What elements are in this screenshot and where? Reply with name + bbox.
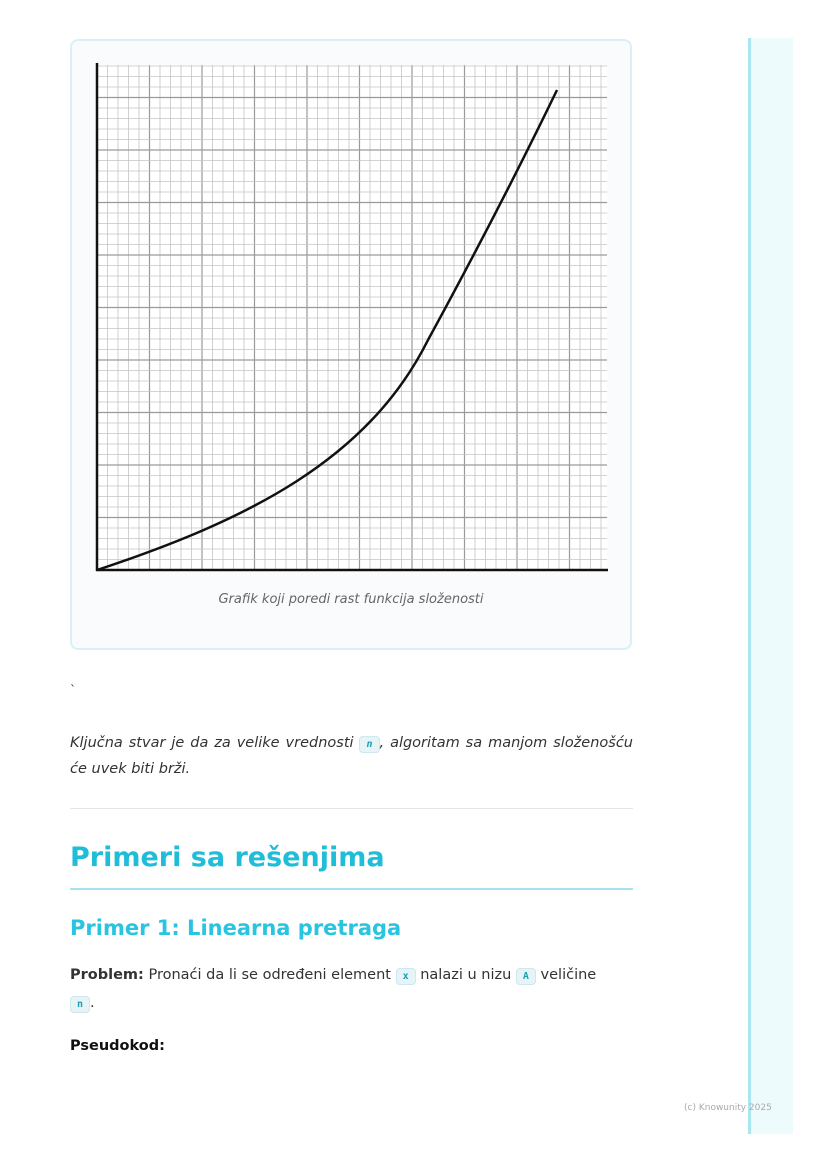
example-title: Primer 1: Linearna pretraga [70, 916, 402, 940]
inline-code-n: n [70, 996, 91, 1013]
problem-paragraph: Problem: Pronaći da li se određeni eleme… [70, 962, 633, 1018]
complexity-graph [95, 63, 608, 572]
inline-code-a: A [515, 968, 536, 985]
problem-label: Problem: [70, 967, 144, 983]
copyright-footer: (c) Knowunity 2025 [684, 1103, 772, 1113]
text: . [90, 995, 95, 1011]
figure-caption: Grafik koji poredi rast funkcija složeno… [218, 592, 484, 607]
text: Ključna stvar je da za velike vrednosti [70, 735, 360, 751]
graph-paper [97, 65, 607, 570]
growth-curve [96, 89, 559, 572]
section-title: Primeri sa rešenjima [70, 842, 385, 873]
text: , algoritam sa manjom složenošću će uvek… [70, 735, 633, 777]
text: veličine [535, 967, 597, 983]
inline-code-x: x [395, 968, 416, 985]
inline-code-n: n [359, 736, 380, 753]
text: nalazi u nizu [415, 967, 516, 983]
stray-mark: ` [70, 683, 76, 697]
text: Pronaći da li se određeni element [143, 967, 396, 983]
section-underline [70, 888, 633, 890]
pseudocode-label: Pseudokod: [70, 1038, 165, 1054]
sidebar-panel [748, 38, 793, 1134]
key-point-paragraph: Ključna stvar je da za velike vrednosti … [70, 731, 633, 782]
divider [70, 808, 633, 809]
